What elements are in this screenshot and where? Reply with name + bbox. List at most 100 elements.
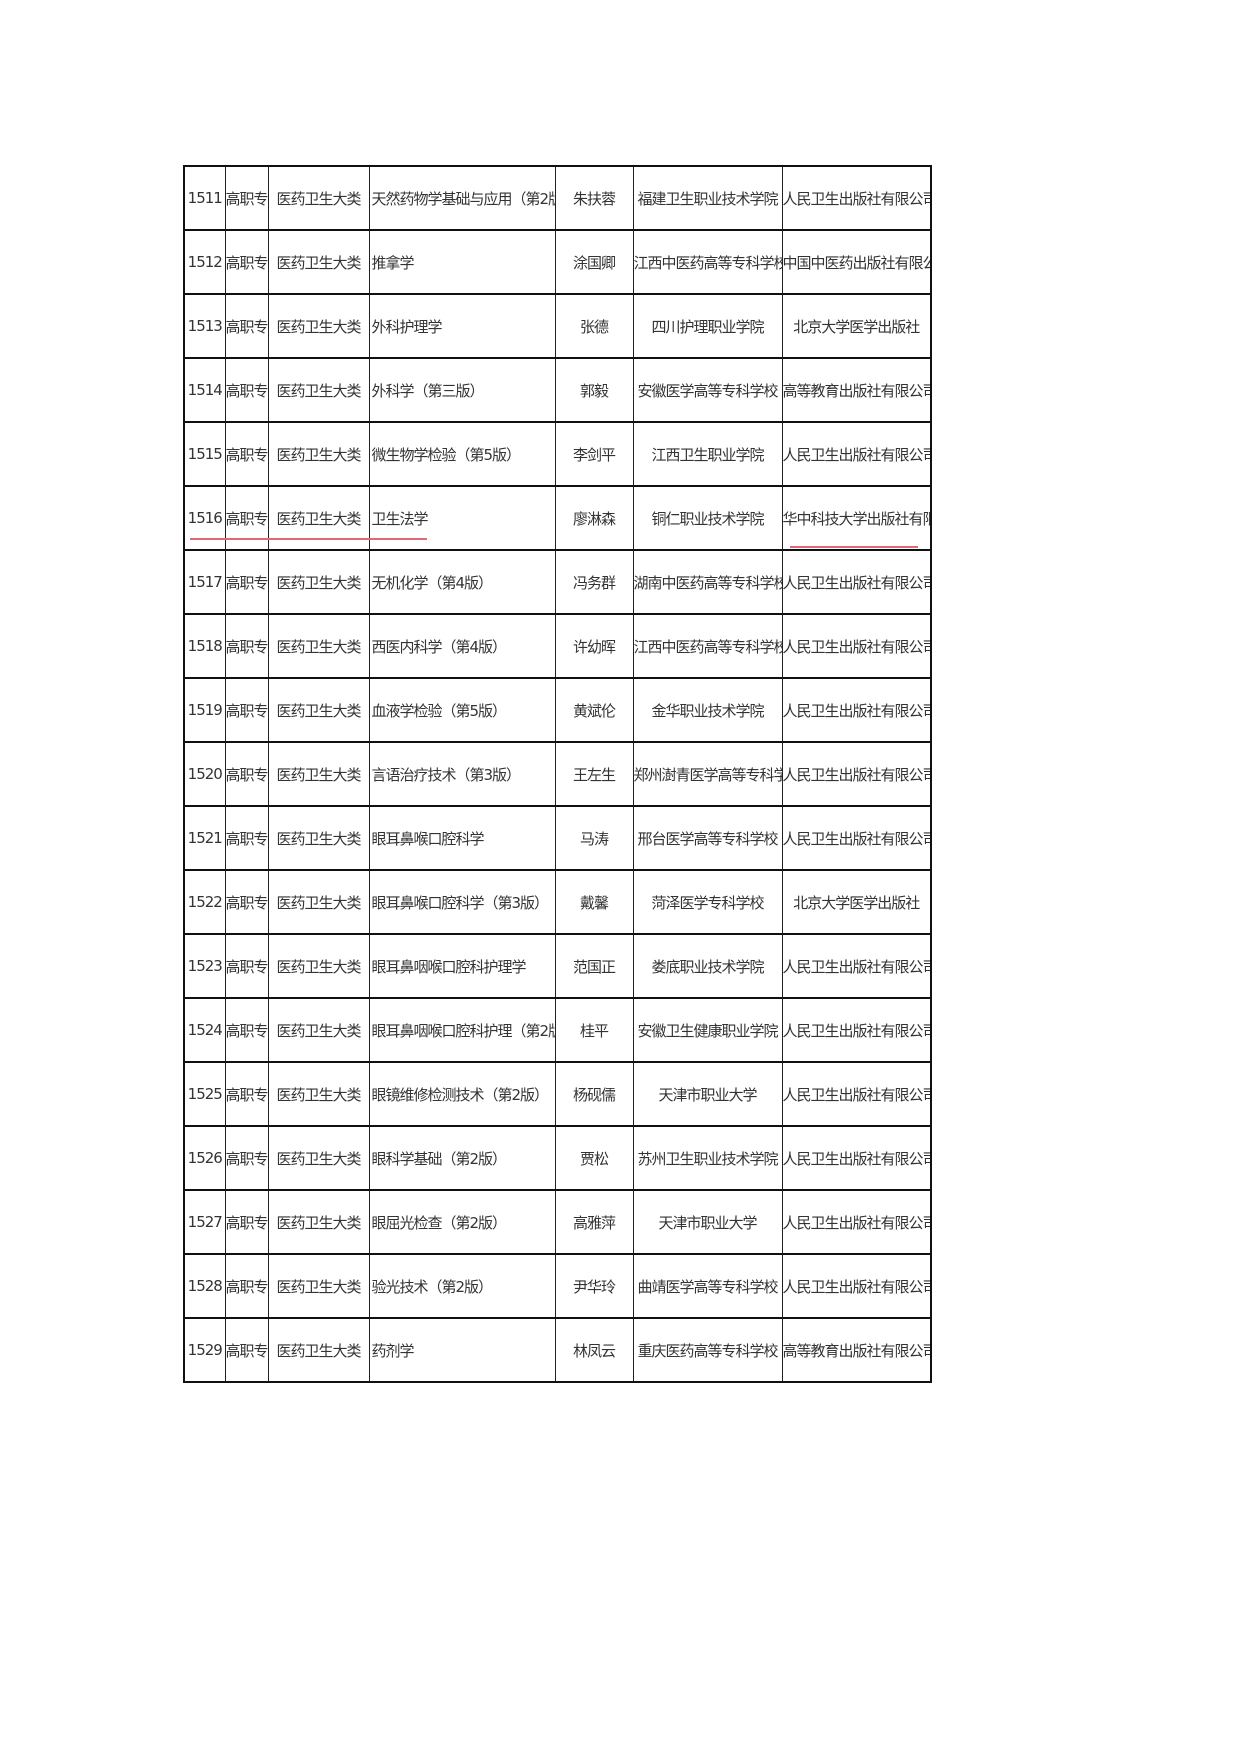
cell-row-number: 1522 bbox=[183, 869, 226, 935]
cell-level: 高职专科 bbox=[224, 997, 269, 1063]
cell-level: 高职专科 bbox=[224, 677, 269, 743]
table-row: 1511高职专科医药卫生大类天然药物学基础与应用（第2版）朱扶蓉福建卫生职业技术… bbox=[183, 165, 932, 231]
cell-school: 安徽医学高等专科学校 bbox=[632, 357, 783, 423]
cell-level: 高职专科 bbox=[224, 549, 269, 615]
cell-school: 湖南中医药高等专科学校 bbox=[632, 549, 783, 615]
cell-level: 高职专科 bbox=[224, 1061, 269, 1127]
cell-row-number: 1523 bbox=[183, 933, 226, 999]
cell-book-title: 验光技术（第2版） bbox=[368, 1253, 556, 1319]
cell-school: 福建卫生职业技术学院 bbox=[632, 165, 783, 231]
highlight-underline-right bbox=[790, 546, 918, 548]
cell-school: 天津市职业大学 bbox=[632, 1189, 783, 1255]
cell-level: 高职专科 bbox=[224, 293, 269, 359]
cell-author: 郭毅 bbox=[554, 357, 634, 423]
table-row: 1527高职专科医药卫生大类眼屈光检查（第2版）高雅萍天津市职业大学人民卫生出版… bbox=[183, 1189, 932, 1255]
table-row: 1514高职专科医药卫生大类外科学（第三版）郭毅安徽医学高等专科学校高等教育出版… bbox=[183, 357, 932, 423]
cell-publisher: 人民卫生出版社有限公司 bbox=[781, 1189, 932, 1255]
cell-author: 李剑平 bbox=[554, 421, 634, 487]
cell-school: 郑州澍青医学高等专科学校 bbox=[632, 741, 783, 807]
cell-publisher: 人民卫生出版社有限公司 bbox=[781, 1125, 932, 1191]
cell-school: 天津市职业大学 bbox=[632, 1061, 783, 1127]
cell-row-number: 1526 bbox=[183, 1125, 226, 1191]
cell-level: 高职专科 bbox=[224, 933, 269, 999]
cell-row-number: 1520 bbox=[183, 741, 226, 807]
cell-publisher: 人民卫生出版社有限公司 bbox=[781, 549, 932, 615]
cell-row-number: 1527 bbox=[183, 1189, 226, 1255]
table-row: 1529高职专科医药卫生大类药剂学林凤云重庆医药高等专科学校高等教育出版社有限公… bbox=[183, 1317, 932, 1383]
cell-school: 重庆医药高等专科学校 bbox=[632, 1317, 783, 1383]
cell-category: 医药卫生大类 bbox=[267, 869, 370, 935]
table-row: 1519高职专科医药卫生大类血液学检验（第5版）黄斌伦金华职业技术学院人民卫生出… bbox=[183, 677, 932, 743]
cell-book-title: 眼耳鼻喉口腔科学 bbox=[368, 805, 556, 871]
cell-school: 菏泽医学专科学校 bbox=[632, 869, 783, 935]
table-row: 1528高职专科医药卫生大类验光技术（第2版）尹华玲曲靖医学高等专科学校人民卫生… bbox=[183, 1253, 932, 1319]
cell-school: 江西中医药高等专科学校 bbox=[632, 613, 783, 679]
cell-row-number: 1529 bbox=[183, 1317, 226, 1383]
cell-level: 高职专科 bbox=[224, 1253, 269, 1319]
cell-level: 高职专科 bbox=[224, 165, 269, 231]
cell-category: 医药卫生大类 bbox=[267, 1189, 370, 1255]
cell-level: 高职专科 bbox=[224, 1317, 269, 1383]
cell-school: 安徽卫生健康职业学院 bbox=[632, 997, 783, 1063]
cell-row-number: 1519 bbox=[183, 677, 226, 743]
cell-row-number: 1518 bbox=[183, 613, 226, 679]
table-row: 1525高职专科医药卫生大类眼镜维修检测技术（第2版）杨砚儒天津市职业大学人民卫… bbox=[183, 1061, 932, 1127]
cell-author: 廖淋森 bbox=[554, 485, 634, 551]
cell-row-number: 1512 bbox=[183, 229, 226, 295]
cell-publisher: 人民卫生出版社有限公司 bbox=[781, 677, 932, 743]
cell-author: 许幼晖 bbox=[554, 613, 634, 679]
cell-author: 涂国卿 bbox=[554, 229, 634, 295]
cell-book-title: 微生物学检验（第5版） bbox=[368, 421, 556, 487]
cell-level: 高职专科 bbox=[224, 1125, 269, 1191]
cell-book-title: 药剂学 bbox=[368, 1317, 556, 1383]
cell-author: 张德 bbox=[554, 293, 634, 359]
cell-school: 曲靖医学高等专科学校 bbox=[632, 1253, 783, 1319]
table-row: 1517高职专科医药卫生大类无机化学（第4版）冯务群湖南中医药高等专科学校人民卫… bbox=[183, 549, 932, 615]
table-row: 1513高职专科医药卫生大类外科护理学张德四川护理职业学院北京大学医学出版社 bbox=[183, 293, 932, 359]
cell-book-title: 推拿学 bbox=[368, 229, 556, 295]
cell-row-number: 1525 bbox=[183, 1061, 226, 1127]
cell-book-title: 血液学检验（第5版） bbox=[368, 677, 556, 743]
cell-category: 医药卫生大类 bbox=[267, 357, 370, 423]
cell-publisher: 人民卫生出版社有限公司 bbox=[781, 1061, 932, 1127]
cell-book-title: 眼耳鼻喉口腔科学（第3版） bbox=[368, 869, 556, 935]
cell-author: 桂平 bbox=[554, 997, 634, 1063]
table-row: 1526高职专科医药卫生大类眼科学基础（第2版）贾松苏州卫生职业技术学院人民卫生… bbox=[183, 1125, 932, 1191]
cell-author: 贾松 bbox=[554, 1125, 634, 1191]
cell-level: 高职专科 bbox=[224, 229, 269, 295]
cell-category: 医药卫生大类 bbox=[267, 805, 370, 871]
cell-publisher: 高等教育出版社有限公司 bbox=[781, 1317, 932, 1383]
cell-book-title: 眼屈光检查（第2版） bbox=[368, 1189, 556, 1255]
cell-category: 医药卫生大类 bbox=[267, 549, 370, 615]
cell-book-title: 眼镜维修检测技术（第2版） bbox=[368, 1061, 556, 1127]
cell-publisher: 北京大学医学出版社 bbox=[781, 293, 932, 359]
cell-level: 高职专科 bbox=[224, 613, 269, 679]
table-row: 1518高职专科医药卫生大类西医内科学（第4版）许幼晖江西中医药高等专科学校人民… bbox=[183, 613, 932, 679]
table-row: 1512高职专科医药卫生大类推拿学涂国卿江西中医药高等专科学校中国中医药出版社有… bbox=[183, 229, 932, 295]
cell-level: 高职专科 bbox=[224, 421, 269, 487]
table-row: 1520高职专科医药卫生大类言语治疗技术（第3版）王左生郑州澍青医学高等专科学校… bbox=[183, 741, 932, 807]
cell-school: 邢台医学高等专科学校 bbox=[632, 805, 783, 871]
cell-category: 医药卫生大类 bbox=[267, 421, 370, 487]
cell-category: 医药卫生大类 bbox=[267, 1125, 370, 1191]
cell-publisher: 人民卫生出版社有限公司 bbox=[781, 165, 932, 231]
cell-category: 医药卫生大类 bbox=[267, 229, 370, 295]
table-row: 1521高职专科医药卫生大类眼耳鼻喉口腔科学马涛邢台医学高等专科学校人民卫生出版… bbox=[183, 805, 932, 871]
cell-row-number: 1528 bbox=[183, 1253, 226, 1319]
cell-author: 朱扶蓉 bbox=[554, 165, 634, 231]
cell-author: 马涛 bbox=[554, 805, 634, 871]
cell-publisher: 中国中医药出版社有限公司 bbox=[781, 229, 932, 295]
cell-row-number: 1521 bbox=[183, 805, 226, 871]
cell-publisher: 人民卫生出版社有限公司 bbox=[781, 421, 932, 487]
cell-school: 江西卫生职业学院 bbox=[632, 421, 783, 487]
cell-author: 王左生 bbox=[554, 741, 634, 807]
cell-publisher: 人民卫生出版社有限公司 bbox=[781, 741, 932, 807]
cell-row-number: 1514 bbox=[183, 357, 226, 423]
cell-school: 四川护理职业学院 bbox=[632, 293, 783, 359]
cell-school: 娄底职业技术学院 bbox=[632, 933, 783, 999]
cell-school: 江西中医药高等专科学校 bbox=[632, 229, 783, 295]
cell-book-title: 外科护理学 bbox=[368, 293, 556, 359]
cell-book-title: 言语治疗技术（第3版） bbox=[368, 741, 556, 807]
cell-publisher: 人民卫生出版社有限公司 bbox=[781, 933, 932, 999]
cell-school: 苏州卫生职业技术学院 bbox=[632, 1125, 783, 1191]
